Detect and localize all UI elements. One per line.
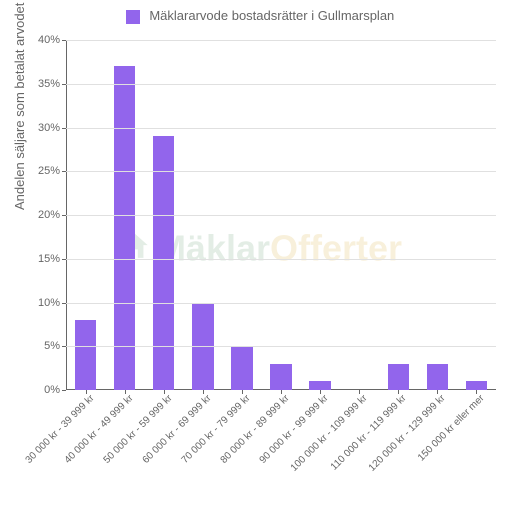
- x-tick-label: 150 000 kr eller mer: [416, 393, 487, 464]
- gridline: [66, 171, 496, 172]
- x-tick-label: 50 000 kr - 59 999 kr: [101, 393, 174, 466]
- bar: [114, 66, 136, 390]
- x-tick-label: 70 000 kr - 79 999 kr: [179, 393, 252, 466]
- gridline: [66, 128, 496, 129]
- y-tick-mark: [62, 215, 66, 216]
- x-tick-label: 110 000 kr - 119 999 kr: [329, 393, 409, 473]
- x-tick-label: 60 000 kr - 69 999 kr: [140, 393, 213, 466]
- y-tick-label: 40%: [38, 34, 60, 46]
- gridline: [66, 346, 496, 347]
- bar: [270, 364, 292, 390]
- legend-label: Mäklararvode bostadsrätter i Gullmarspla…: [149, 8, 394, 23]
- x-tick-label: 40 000 kr - 49 999 kr: [62, 393, 135, 466]
- x-tick-label: 30 000 kr - 39 999 kr: [23, 393, 96, 466]
- chart-container: Mäklararvode bostadsrätter i Gullmarspla…: [0, 0, 520, 520]
- y-tick-label: 10%: [38, 297, 60, 309]
- y-tick-label: 35%: [38, 78, 60, 90]
- y-tick-label: 20%: [38, 209, 60, 221]
- legend-swatch: [126, 10, 140, 24]
- y-tick-label: 25%: [38, 165, 60, 177]
- y-tick-mark: [62, 259, 66, 260]
- y-axis-label: Andelen säljare som betalat arvodet: [12, 3, 27, 210]
- y-tick-label: 0%: [44, 384, 60, 396]
- bar: [231, 346, 253, 390]
- y-tick-mark: [62, 171, 66, 172]
- gridline: [66, 303, 496, 304]
- y-tick-label: 15%: [38, 253, 60, 265]
- bar: [153, 136, 175, 390]
- gridline: [66, 215, 496, 216]
- y-tick-mark: [62, 84, 66, 85]
- x-tick-label: 80 000 kr - 89 999 kr: [219, 393, 292, 466]
- y-tick-mark: [62, 128, 66, 129]
- x-tick-label: 90 000 kr - 99 999 kr: [258, 393, 331, 466]
- bar: [388, 364, 410, 390]
- bar: [466, 381, 488, 390]
- x-tick-label: 120 000 kr - 129 999 kr: [367, 393, 448, 474]
- bar: [309, 381, 331, 390]
- y-tick-mark: [62, 390, 66, 391]
- bar: [75, 320, 97, 390]
- plot-area: 0%5%10%15%20%25%30%35%40%30 000 kr - 39 …: [66, 40, 496, 390]
- y-tick-label: 5%: [44, 340, 60, 352]
- y-tick-mark: [62, 346, 66, 347]
- y-tick-mark: [62, 40, 66, 41]
- y-tick-mark: [62, 303, 66, 304]
- gridline: [66, 40, 496, 41]
- gridline: [66, 259, 496, 260]
- y-tick-label: 30%: [38, 122, 60, 134]
- x-tick-label: 100 000 kr - 109 999 kr: [289, 393, 370, 474]
- legend: Mäklararvode bostadsrätter i Gullmarspla…: [0, 0, 520, 24]
- gridline: [66, 84, 496, 85]
- bar: [427, 364, 449, 390]
